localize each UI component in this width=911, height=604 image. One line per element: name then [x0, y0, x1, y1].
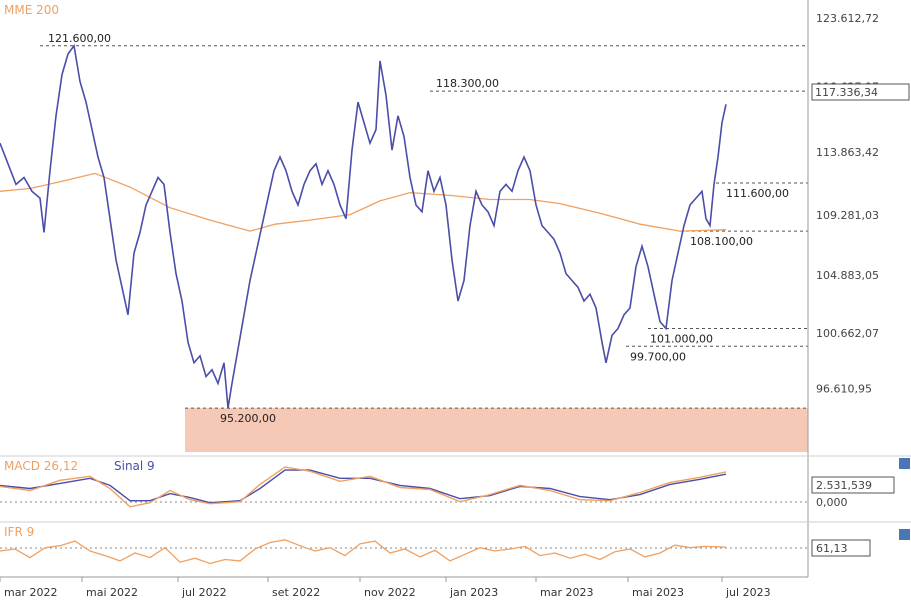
x-tick-label: mai 2022: [86, 586, 138, 599]
support-zone: [185, 408, 808, 452]
x-tick-label: mar 2023: [540, 586, 593, 599]
level-label: 95.200,00: [220, 412, 276, 425]
macd-value-label: 2.531,539: [816, 479, 872, 492]
level-label: 111.600,00: [726, 187, 789, 200]
price-line: [0, 43, 727, 409]
x-tick-label: set 2022: [272, 586, 320, 599]
x-tick-label: jan 2023: [449, 586, 498, 599]
y-tick-label: 113.863,42: [816, 146, 879, 159]
x-tick-label: nov 2022: [364, 586, 416, 599]
rsi-value-label: 61,13: [816, 542, 848, 555]
macd-value-box: [811, 476, 895, 494]
rsi-line: [0, 539, 727, 565]
current-price-box: 117.336,34: [811, 83, 910, 101]
level-lines: 121.600,00 118.300,00 111.600,00 108.100,00…: [40, 32, 808, 425]
y-tick-label: 96.610,95: [816, 383, 872, 396]
y-tick-label: 104.883,05: [816, 269, 879, 282]
macd-zero-tick: 0,000: [816, 496, 848, 509]
rsi-legend-label: IFR 9: [4, 525, 34, 539]
y-tick-label: 100.662,07: [816, 327, 879, 340]
price-panel: 121.600,00 118.300,00 111.600,00 108.100,00…: [0, 3, 910, 452]
level-label: 99.700,00: [630, 350, 686, 363]
ma-legend-label: MME 200: [4, 3, 59, 17]
macd-signal-line: [0, 469, 727, 504]
x-axis-ticks: mar 2022 mai 2022 jul 2022 set 2022 nov 2022…: [0, 577, 771, 599]
macd-panel: MACD 26,12 Sinal 9 2.531,539 0,000: [0, 458, 910, 509]
x-tick-label: jul 2023: [725, 586, 771, 599]
y-axis-ticks: 123.612,72118.627,97113.863,42109.281,03…: [816, 12, 879, 396]
level-label: 108.100,00: [690, 235, 753, 248]
current-price-label: 117.336,34: [815, 86, 878, 99]
x-tick-label: mai 2023: [632, 586, 684, 599]
level-label: 121.600,00: [48, 32, 111, 45]
y-tick-label: 123.612,72: [816, 12, 879, 25]
rsi-panel: IFR 9 61,13: [0, 525, 910, 565]
rsi-panel-button[interactable]: [899, 529, 910, 540]
macd-legend-label: MACD 26,12: [4, 459, 78, 473]
rsi-value-box: [811, 539, 871, 557]
y-tick-label: 109.281,03: [816, 209, 879, 222]
macd-line: [0, 466, 727, 508]
macd-panel-button[interactable]: [899, 458, 910, 469]
x-tick-label: mar 2022: [4, 586, 57, 599]
x-tick-label: jul 2022: [181, 586, 227, 599]
ma-200-line: [0, 172, 727, 232]
level-label: 101.000,00: [650, 333, 713, 346]
level-label: 118.300,00: [436, 77, 499, 90]
current-price-box-frame: [811, 83, 910, 101]
signal-legend-label: Sinal 9: [114, 459, 155, 473]
